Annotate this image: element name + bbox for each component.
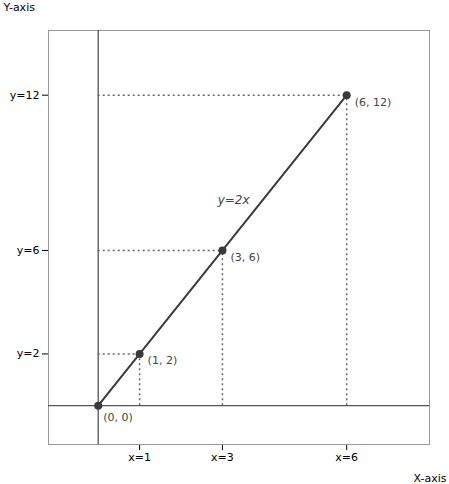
- svg-text:(6, 12): (6, 12): [355, 96, 392, 109]
- svg-text:Y-axis: Y-axis: [3, 1, 36, 14]
- svg-text:x=1: x=1: [128, 451, 151, 464]
- svg-text:y=6: y=6: [17, 244, 40, 257]
- svg-text:(0, 0): (0, 0): [103, 411, 133, 424]
- svg-text:y=2x: y=2x: [217, 193, 251, 207]
- svg-text:x=6: x=6: [335, 451, 358, 464]
- svg-text:(3, 6): (3, 6): [230, 251, 260, 264]
- svg-text:X-axis: X-axis: [414, 472, 447, 484]
- svg-text:(1, 2): (1, 2): [148, 354, 178, 367]
- svg-text:y=2: y=2: [17, 347, 40, 360]
- svg-text:x=3: x=3: [211, 451, 234, 464]
- svg-text:y=12: y=12: [10, 89, 40, 102]
